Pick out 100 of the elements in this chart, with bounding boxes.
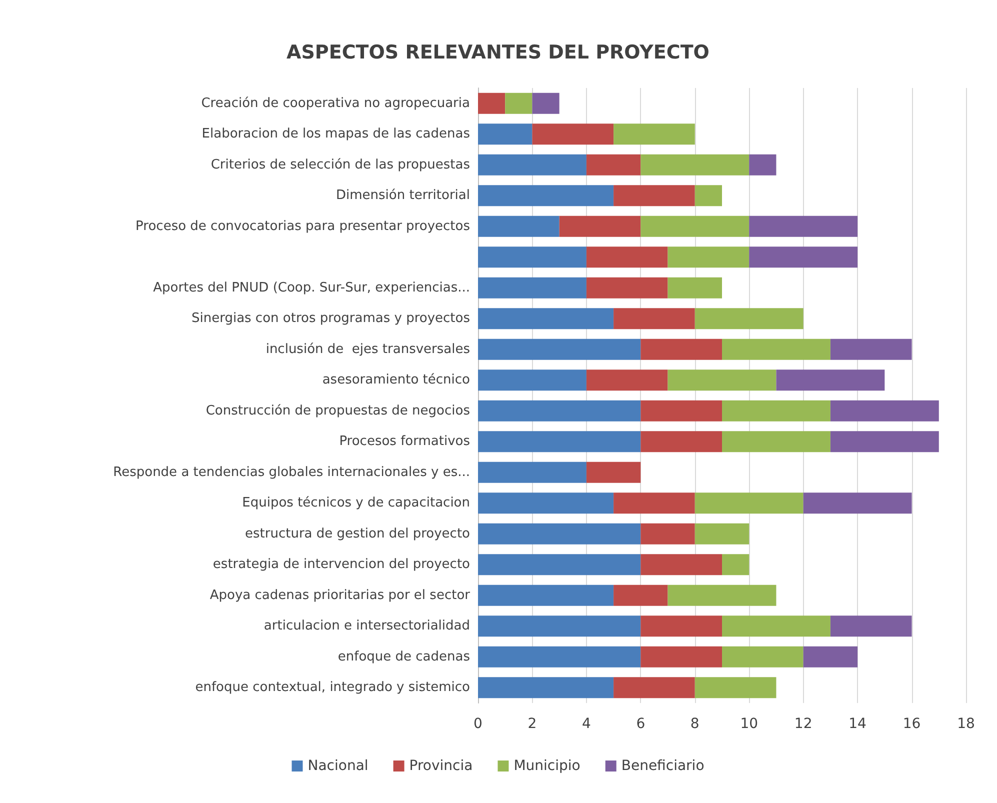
bar <box>478 646 641 668</box>
bar <box>694 308 804 330</box>
legend-label: Nacional <box>308 758 368 774</box>
bar <box>830 338 912 360</box>
bar <box>640 646 722 668</box>
bar <box>586 462 641 483</box>
bar <box>640 154 750 176</box>
bar <box>776 370 885 391</box>
bar <box>478 462 586 483</box>
bar <box>478 431 641 452</box>
bar <box>478 677 614 698</box>
bar <box>640 431 722 452</box>
bar <box>559 216 641 237</box>
y-tick-label: estructura de gestion del proyecto <box>245 526 470 542</box>
bar <box>478 124 532 145</box>
y-tick-label: articulacion e intersectorialidad <box>264 618 470 634</box>
bar <box>478 616 641 637</box>
bar <box>478 584 614 606</box>
bar <box>830 431 939 452</box>
bar <box>478 185 614 206</box>
y-tick-label: Construcción de propuestas de negocios <box>206 403 470 418</box>
bar <box>505 92 532 114</box>
bar <box>803 646 858 668</box>
bar <box>640 216 750 237</box>
bar <box>614 124 695 145</box>
legend-label: Beneficiario <box>621 758 704 774</box>
x-tick-label: 0 <box>474 716 482 732</box>
y-tick-label: Equipos técnicos y de capacitacion <box>242 496 470 511</box>
bar <box>830 616 912 637</box>
bar <box>640 616 722 637</box>
y-tick-label: Proceso de convocatorias para presentar proyectos <box>136 218 470 234</box>
x-tick-label: 6 <box>636 716 646 732</box>
y-tick-label: Procesos formativos <box>339 434 470 450</box>
bar <box>694 492 804 514</box>
bar <box>532 124 614 145</box>
x-tick-label: 4 <box>582 716 591 732</box>
bar <box>722 554 750 576</box>
y-tick-label: inclusión de ejes transversales <box>266 342 470 357</box>
y-tick-label: Creación de cooperativa no agropecuaria <box>201 96 470 111</box>
bar <box>586 246 668 268</box>
bar <box>668 246 750 268</box>
bar <box>614 308 695 330</box>
y-tick-label: Dimensión territorial <box>336 188 470 204</box>
bar <box>478 246 586 268</box>
chart-title: ASPECTOS RELEVANTES DEL PROYECTO <box>286 42 710 64</box>
x-tick-label: 8 <box>690 716 700 732</box>
bar <box>614 185 695 206</box>
y-tick-label: Sinergias con otros programas y proyectos <box>191 311 470 326</box>
bar <box>478 277 586 298</box>
y-tick-label: Apoya cadenas prioritarias por el sector <box>210 588 471 603</box>
bar <box>640 400 722 422</box>
bar <box>478 216 560 237</box>
y-tick-label: Responde a tendencias globales internacionales y es... <box>113 464 470 480</box>
bar <box>532 92 560 114</box>
x-tick-label: 12 <box>794 716 812 732</box>
bar <box>668 584 776 606</box>
bar <box>478 400 641 422</box>
bar <box>694 185 722 206</box>
bar <box>640 554 722 576</box>
y-tick-label: enfoque de cadenas <box>338 649 470 664</box>
x-tick-label: 16 <box>902 716 921 732</box>
y-tick-label: enfoque contextual, integrado y sistemico <box>195 680 470 696</box>
bar <box>586 154 641 176</box>
bar <box>749 246 858 268</box>
legend-label: Provincia <box>409 758 473 774</box>
x-tick-label: 14 <box>848 716 867 732</box>
bar <box>478 338 641 360</box>
y-tick-label: estrategia de intervencion del proyecto <box>212 557 470 572</box>
x-tick-label: 2 <box>528 716 537 732</box>
bar <box>614 584 668 606</box>
bar <box>478 554 641 576</box>
bar <box>478 370 586 391</box>
bar <box>668 277 722 298</box>
bar <box>478 492 614 514</box>
bar <box>478 92 506 114</box>
x-tick-label: 10 <box>740 716 758 732</box>
bar <box>478 154 586 176</box>
bar <box>722 431 830 452</box>
bar <box>722 646 804 668</box>
bar <box>640 338 722 360</box>
legend-label: Municipio <box>514 758 580 774</box>
bar <box>640 523 695 544</box>
bar <box>586 370 668 391</box>
bar <box>830 400 939 422</box>
bar <box>803 492 912 514</box>
x-tick-label: 18 <box>957 716 975 732</box>
bar <box>668 370 776 391</box>
bar <box>722 400 830 422</box>
bar <box>749 154 776 176</box>
y-tick-label: Elaboracion de los mapas de las cadenas <box>202 126 470 142</box>
bar <box>586 277 668 298</box>
bar <box>694 523 750 544</box>
bar <box>478 308 614 330</box>
bar <box>478 523 641 544</box>
bar <box>614 677 695 698</box>
bar <box>749 216 858 237</box>
bar <box>614 492 695 514</box>
bar <box>694 677 776 698</box>
bar <box>722 338 830 360</box>
bar <box>722 616 830 637</box>
